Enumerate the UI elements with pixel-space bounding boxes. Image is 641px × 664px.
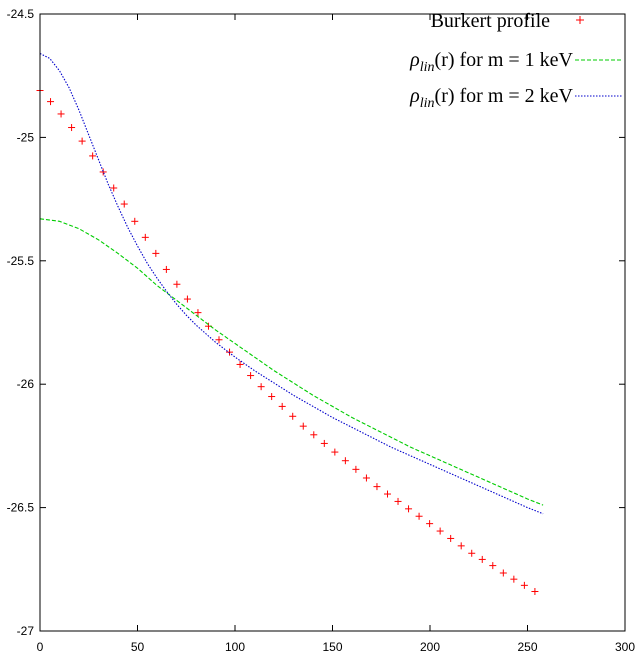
data-point-burkert [247, 372, 254, 379]
data-point-burkert [89, 152, 96, 159]
x-tick-label: 150 [322, 640, 342, 654]
data-point-burkert [363, 474, 370, 481]
data-point-burkert [437, 528, 444, 535]
y-tick-label: -26.5 [7, 501, 35, 515]
data-point-burkert [521, 582, 528, 589]
data-point-burkert [289, 413, 296, 420]
data-point-burkert [373, 483, 380, 490]
series-line-m2 [40, 53, 543, 513]
data-point-burkert [152, 250, 159, 257]
data-point-burkert [342, 457, 349, 464]
y-tick-label: -25 [17, 130, 35, 144]
x-tick-label: 200 [420, 640, 440, 654]
series-line-m1 [40, 219, 543, 505]
data-point-burkert [352, 466, 359, 473]
data-point-burkert [331, 449, 338, 456]
data-point-burkert [479, 556, 486, 563]
data-point-burkert [268, 393, 275, 400]
data-point-burkert [489, 562, 496, 569]
data-point-burkert [447, 535, 454, 542]
data-point-burkert [184, 296, 191, 303]
data-point-burkert [121, 201, 128, 208]
data-point-burkert [173, 281, 180, 288]
x-tick-label: 250 [517, 640, 537, 654]
data-point-burkert [216, 336, 223, 343]
data-point-burkert [47, 98, 54, 105]
x-tick-label: 300 [615, 640, 635, 654]
data-point-burkert [510, 576, 517, 583]
data-point-burkert [416, 513, 423, 520]
legend-label-m1: ρlin(r) for m = 1 keV [409, 49, 573, 75]
data-point-burkert [384, 491, 391, 498]
data-point-burkert [321, 440, 328, 447]
data-point-burkert [100, 168, 107, 175]
data-point-burkert [458, 542, 465, 549]
data-point-burkert [79, 138, 86, 145]
data-point-burkert [468, 550, 475, 557]
data-point-burkert [68, 124, 75, 131]
legend-swatches [575, 16, 622, 96]
data-point-burkert [300, 423, 307, 430]
data-point-burkert [395, 498, 402, 505]
data-point-burkert [58, 110, 65, 117]
data-point-burkert [531, 588, 538, 595]
data-point-burkert [500, 570, 507, 577]
plot-area [37, 53, 544, 595]
x-tick-label: 100 [225, 640, 245, 654]
y-tick-label: -27 [17, 624, 35, 638]
data-point-burkert [310, 431, 317, 438]
data-point-burkert [194, 309, 201, 316]
legend-label-m2: ρlin(r) for m = 2 keV [409, 85, 573, 111]
data-point-burkert [405, 505, 412, 512]
y-tick-label: -24.5 [7, 7, 35, 21]
data-point-burkert [426, 520, 433, 527]
y-tick-label: -26 [17, 377, 35, 391]
x-tick-label: 0 [37, 640, 44, 654]
data-point-burkert [237, 361, 244, 368]
legend: Burkert profile ρlin(r) for m = 1 keV ρl… [409, 10, 622, 111]
x-tick-label: 50 [131, 640, 145, 654]
data-point-burkert [131, 218, 138, 225]
data-point-burkert [279, 403, 286, 410]
y-tick-label: -25.5 [7, 254, 35, 268]
data-point-burkert [142, 234, 149, 241]
legend-label-burkert: Burkert profile [431, 10, 551, 32]
data-point-burkert [258, 383, 265, 390]
data-point-burkert [163, 266, 170, 273]
